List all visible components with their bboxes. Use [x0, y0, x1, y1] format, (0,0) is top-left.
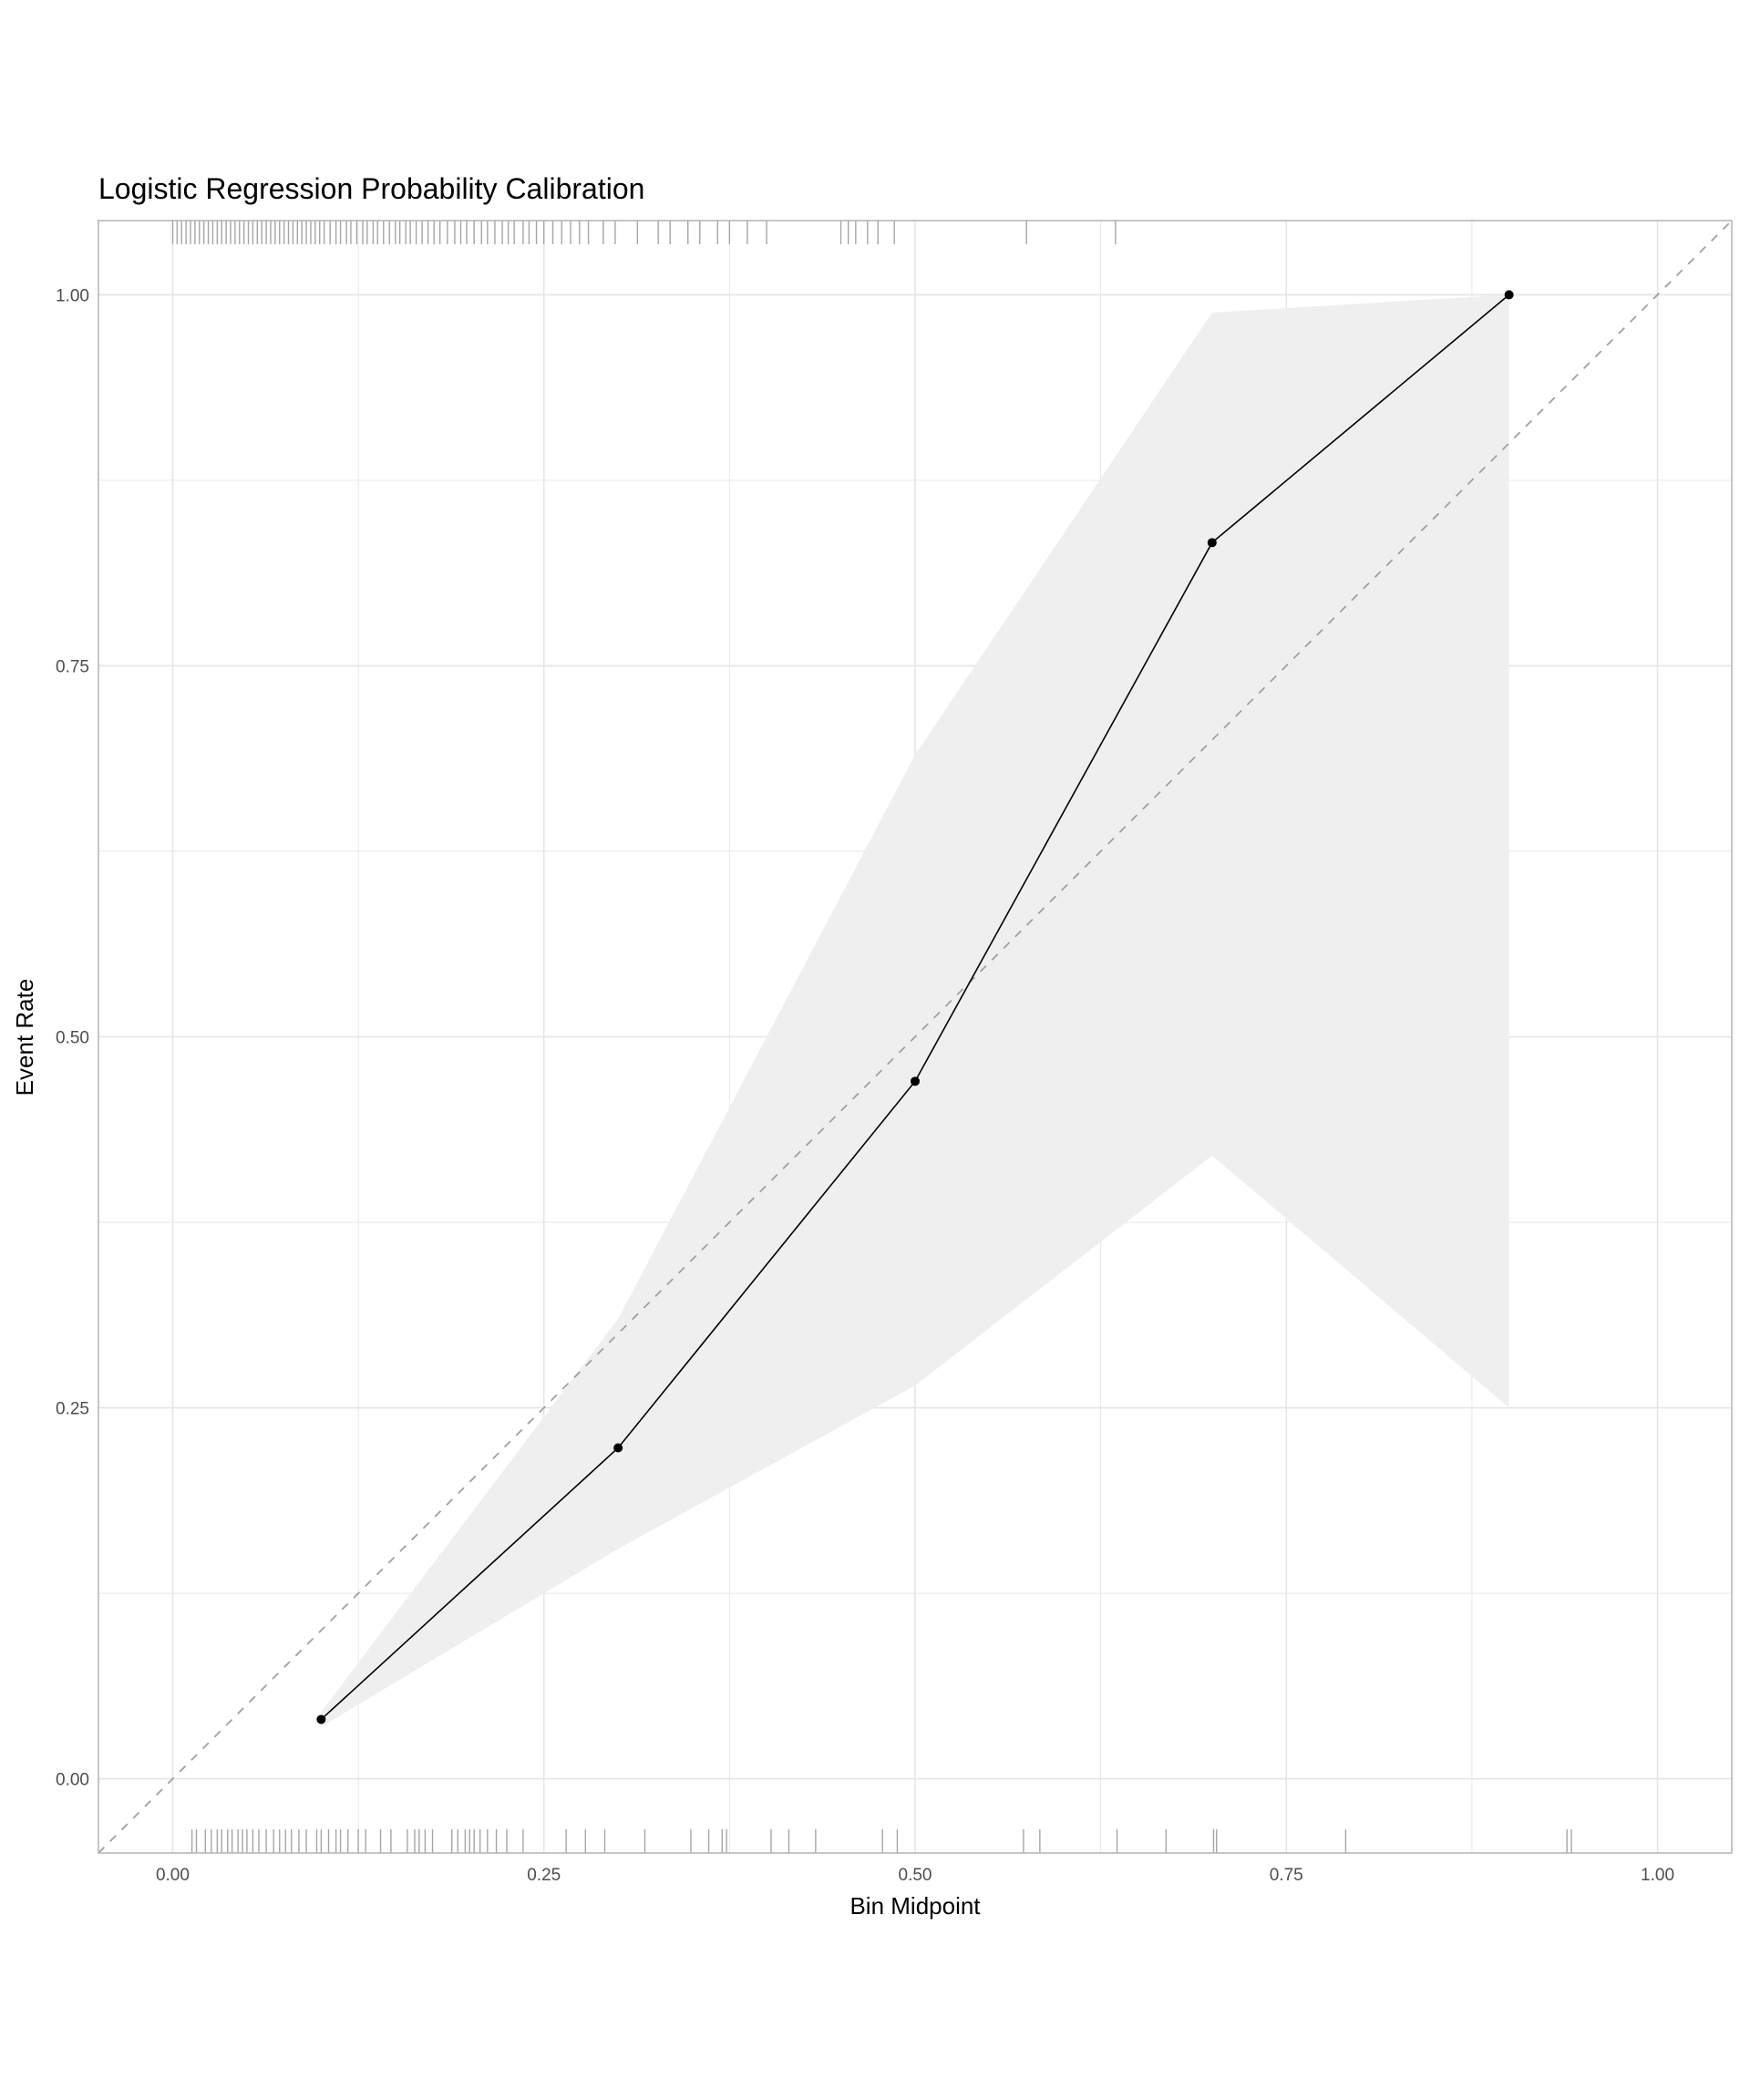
x-tick-label: 0.25 — [527, 1866, 561, 1885]
chart-title: Logistic Regression Probability Calibrat… — [98, 172, 644, 205]
x-tick-label: 1.00 — [1641, 1866, 1674, 1885]
x-axis-ticks: 0.00 0.25 0.50 0.75 1.00 — [156, 1866, 1674, 1885]
x-tick-label: 0.00 — [156, 1866, 190, 1885]
reference-line-group — [98, 220, 1733, 1854]
x-axis-title: Bin Midpoint — [849, 1892, 981, 1920]
data-point — [316, 1714, 326, 1724]
y-tick-label: 0.75 — [56, 657, 89, 676]
y-tick-label: 0.00 — [56, 1771, 89, 1790]
confidence-ribbon-group — [321, 294, 1509, 1727]
reference-diagonal-line — [98, 220, 1733, 1854]
y-axis-ticks: 0.00 0.25 0.50 0.75 1.00 — [56, 286, 89, 1789]
x-tick-label: 0.50 — [899, 1866, 932, 1885]
data-point — [1207, 538, 1217, 548]
y-tick-label: 1.00 — [56, 286, 89, 305]
rug-marks — [171, 221, 1572, 1853]
calibration-series — [316, 290, 1514, 1724]
data-point — [911, 1076, 920, 1086]
data-point — [613, 1443, 623, 1453]
confidence-ribbon — [321, 294, 1509, 1727]
y-tick-label: 0.25 — [56, 1400, 89, 1419]
panel-border — [98, 220, 1733, 1854]
y-tick-label: 0.50 — [56, 1029, 89, 1048]
data-point — [1504, 290, 1514, 300]
x-tick-label: 0.75 — [1270, 1866, 1303, 1885]
y-axis-title: Event Rate — [11, 979, 38, 1096]
